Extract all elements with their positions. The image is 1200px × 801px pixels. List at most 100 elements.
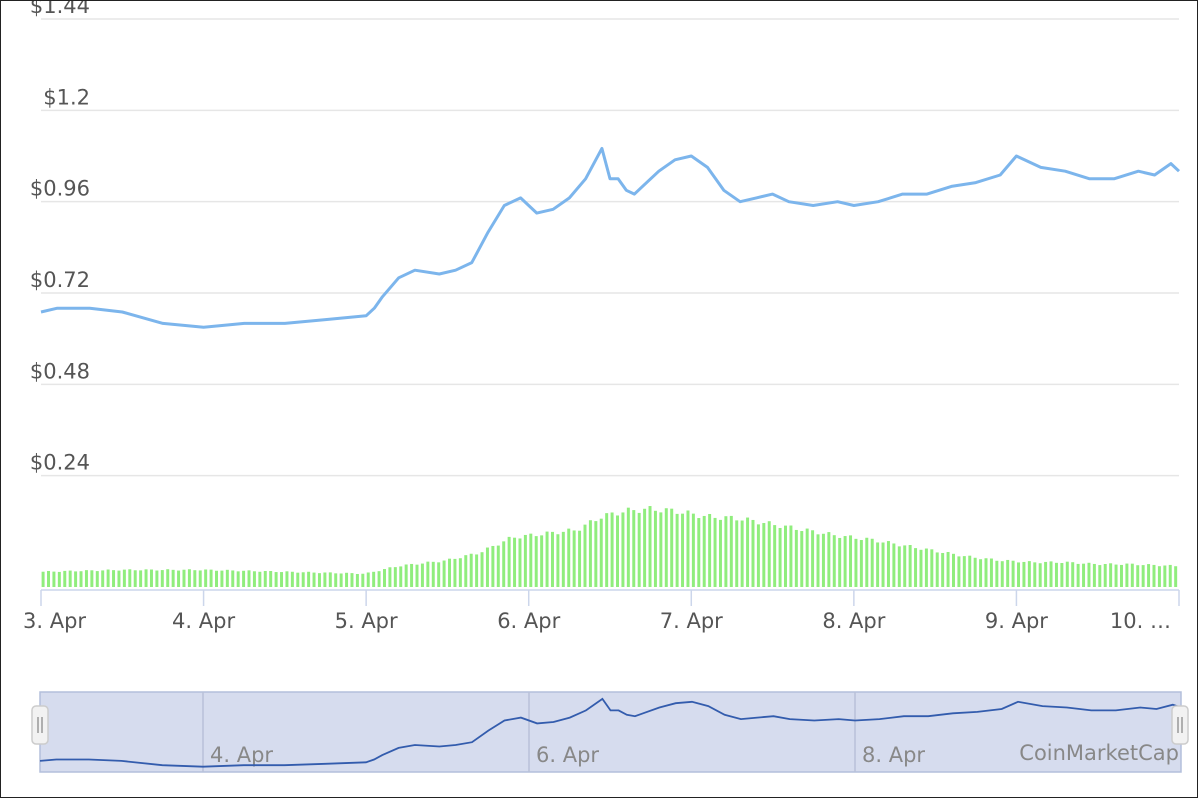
volume-bar (404, 564, 408, 587)
volume-bar (274, 572, 278, 587)
volume-bar (599, 518, 603, 587)
volume-bar (1011, 560, 1015, 587)
volume-bar (735, 520, 739, 587)
volume-bar (881, 542, 885, 587)
volume-bar (57, 571, 61, 587)
volume-bar (68, 570, 72, 587)
volume-bar (383, 569, 386, 587)
volume-bar (708, 513, 712, 587)
volume-bar (1119, 564, 1123, 587)
price-line (40, 146, 1181, 329)
volume-bar (897, 546, 901, 587)
volume-bar (1033, 562, 1037, 587)
volume-bar (215, 570, 218, 587)
volume-bar (838, 537, 842, 587)
volume-bar (935, 552, 939, 587)
handle-body[interactable] (1171, 705, 1189, 745)
volume-bar (106, 569, 110, 587)
volume-bar (713, 517, 717, 587)
volume-bar (1071, 562, 1075, 587)
volume-bar (225, 569, 229, 587)
volume-bar (540, 535, 544, 587)
volume-bar (198, 570, 202, 587)
volume-bar (523, 534, 527, 587)
volume-bar (1163, 565, 1167, 587)
navigator-right-handle[interactable] (1171, 705, 1189, 745)
navigator-selection[interactable] (39, 691, 1182, 773)
volume-bar (626, 507, 630, 587)
volume-bar (350, 573, 354, 587)
volume-bar (182, 569, 186, 587)
credit-label[interactable]: CoinMarketCap (1019, 741, 1179, 765)
volume-bar (377, 571, 381, 587)
volume-bar (1174, 566, 1178, 587)
volume-bar (1049, 561, 1053, 587)
x-tick-label: 3. Apr (23, 609, 86, 633)
volume-bar (496, 545, 500, 587)
navigator-series-line (39, 697, 1182, 768)
volume-bar (171, 569, 175, 587)
volume-bar (952, 553, 955, 587)
volume-bar (41, 571, 45, 587)
volume-bar (334, 573, 338, 587)
volume-bar (849, 535, 853, 587)
volume-bar (448, 558, 452, 587)
volume-bar (177, 570, 181, 587)
volume-bar (1076, 563, 1080, 587)
volume-bar (1006, 559, 1010, 587)
volume-bar (507, 536, 511, 587)
volume-bar (502, 541, 506, 587)
volume-bar (892, 543, 896, 587)
volume-bar (236, 571, 240, 587)
volume-bar (968, 555, 972, 587)
y-tick-label: $1.44 (30, 1, 90, 18)
volume-bar (1087, 562, 1091, 587)
volume-bar (870, 538, 874, 587)
volume-bar (410, 563, 414, 587)
volume-bar (865, 537, 869, 587)
y-tick-label: $0.96 (30, 177, 90, 201)
volume-bar (859, 540, 863, 587)
navigator-left-handle[interactable] (31, 705, 49, 745)
volume-bar (784, 525, 787, 587)
volume-bar (475, 554, 479, 587)
volume-bar (209, 569, 213, 587)
volume-bar (670, 508, 674, 587)
volume-bar (84, 570, 88, 587)
volume-bar (426, 561, 430, 587)
x-axis: 3. Apr 4. Apr 5. Apr 6. Apr 7. Apr 8. Apr 9. A… (23, 589, 1180, 633)
range-navigator[interactable]: 4. Apr 6. Apr 8. Apr CoinMarketCap (31, 691, 1189, 773)
volume-bar (1022, 561, 1026, 587)
volume-bar (686, 510, 690, 587)
volume-bar (984, 558, 988, 587)
volume-bar (518, 538, 522, 587)
handle-body[interactable] (31, 705, 49, 745)
volume-bar (556, 534, 560, 587)
volume-bar (431, 561, 435, 587)
volume-bar (247, 570, 251, 587)
volume-bar (160, 570, 164, 587)
volume-bar (231, 570, 235, 587)
y-tick-label: $0.48 (30, 359, 90, 383)
volume-bar (1092, 563, 1096, 587)
volume-bar (437, 562, 441, 587)
volume-bar (464, 555, 468, 587)
volume-bar (393, 567, 397, 587)
volume-bar (572, 530, 576, 587)
volume-bar (605, 513, 609, 587)
volume-bar (550, 531, 554, 587)
volume-bar (133, 570, 137, 587)
volume-bar (529, 533, 533, 587)
grid-lines (41, 18, 1179, 477)
volume-bar (290, 571, 294, 587)
navigator-tick-label: 6. Apr (536, 743, 599, 767)
volume-bar (1098, 565, 1102, 587)
volume-bar (789, 525, 793, 587)
volume-bar (204, 569, 208, 587)
volume-bar (491, 545, 495, 587)
volume-bar (101, 570, 105, 587)
volume-bar (816, 534, 820, 587)
volume-bar (908, 544, 912, 587)
volume-bar (269, 570, 273, 587)
volume-bar (773, 525, 777, 587)
